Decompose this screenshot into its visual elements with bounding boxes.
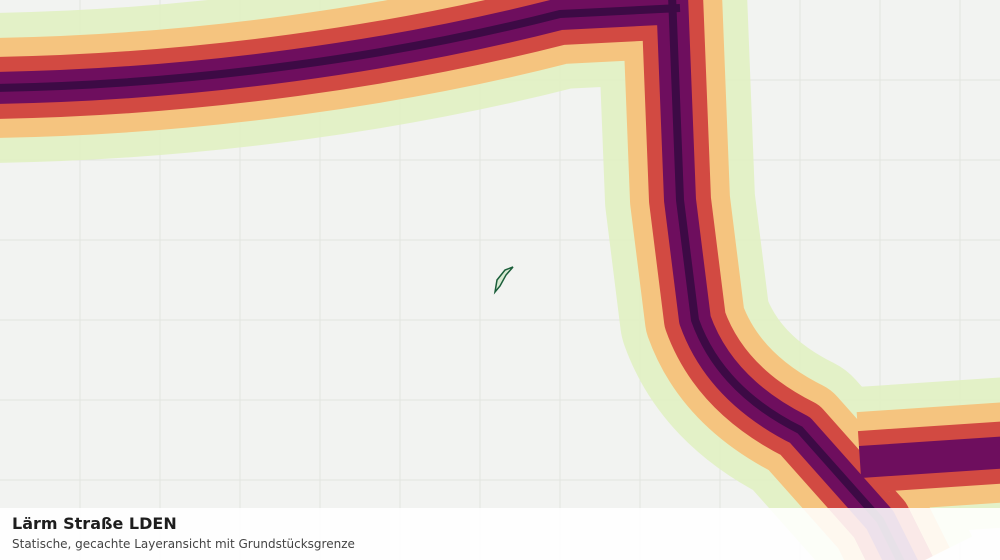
layer-subtitle: Statische, gecachte Layeransicht mit Gru…	[12, 537, 355, 551]
caption: Lärm Straße LDEN Statische, gecachte Lay…	[0, 508, 1000, 560]
layer-title: Lärm Straße LDEN	[12, 514, 177, 533]
parcel-boundary	[493, 266, 514, 295]
